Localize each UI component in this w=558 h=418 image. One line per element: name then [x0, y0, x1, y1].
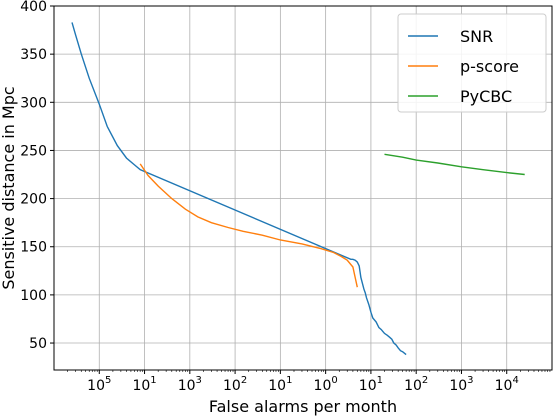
- x-tick-label: 101: [359, 375, 383, 394]
- series-line-snr: [71, 22, 407, 356]
- axis-layer: 50 100 150 200 250 300 350 400 105 101 103 102 101 10…: [20, 0, 553, 394]
- legend-label: SNR: [460, 27, 493, 46]
- x-tick-label: 101: [268, 375, 292, 394]
- x-tick-label: 101: [132, 375, 156, 394]
- y-tick-label: 300: [20, 95, 47, 111]
- y-tick-label: 50: [29, 336, 47, 352]
- plot-frame: [53, 5, 553, 371]
- grid-layer: [54, 5, 552, 370]
- y-tick-label: 350: [20, 47, 47, 63]
- series-line-pycbc: [384, 153, 525, 176]
- y-tick-label: 200: [20, 192, 47, 208]
- x-tick-label: 102: [223, 375, 247, 394]
- y-tick-label: 100: [20, 288, 47, 304]
- x-axis-label: False alarms per month: [209, 397, 397, 416]
- legend: SNR p-score PyCBC: [397, 13, 547, 113]
- y-tick-label: 400: [20, 0, 47, 15]
- y-axis-label: Sensitive distance in Mpc: [0, 86, 18, 289]
- x-tick-label: 100: [314, 375, 338, 394]
- legend-label: PyCBC: [460, 87, 512, 106]
- x-tick-label: 102: [404, 375, 428, 394]
- y-tick-label: 250: [20, 143, 47, 159]
- y-tick-label: 150: [20, 240, 47, 256]
- x-tick-label: 104: [495, 375, 519, 394]
- legend-label: p-score: [460, 57, 519, 76]
- x-tick-label: 103: [449, 375, 473, 394]
- x-tick-label: 105: [87, 375, 111, 394]
- legend-box: [397, 13, 547, 113]
- series-line-p-score: [139, 163, 358, 288]
- series-layer: [71, 22, 525, 356]
- x-tick-label: 103: [178, 375, 202, 394]
